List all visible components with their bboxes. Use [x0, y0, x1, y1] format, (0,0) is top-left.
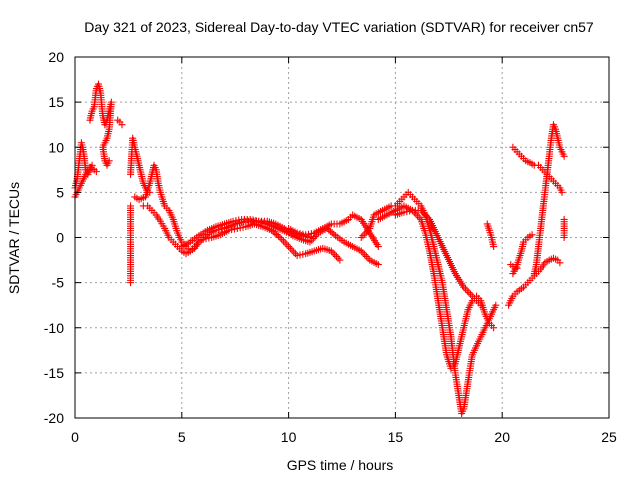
- data-point: [268, 226, 276, 234]
- data-point: [326, 227, 334, 235]
- data-point: [558, 188, 566, 196]
- data-point: [118, 121, 126, 129]
- x-tick-label: 5: [178, 429, 186, 445]
- y-tick-label: -10: [44, 320, 64, 336]
- series-sat-m: [391, 206, 485, 309]
- data-point: [513, 264, 521, 272]
- data-point: [284, 227, 292, 235]
- y-axis-label: SDTVAR / TECUs: [6, 182, 22, 294]
- y-tick-label: 15: [48, 94, 64, 110]
- data-point: [336, 256, 344, 264]
- data-point: [92, 168, 100, 176]
- series-sat-c: [86, 80, 115, 169]
- series-sat-d: [114, 116, 126, 129]
- series-sat-f: [127, 202, 135, 287]
- y-tick-label: 10: [48, 139, 64, 155]
- series-sat-l: [374, 202, 498, 372]
- series-sat-o: [505, 254, 564, 309]
- y-tick-label: 0: [56, 230, 64, 246]
- y-tick-label: -15: [44, 365, 64, 381]
- y-tick-label: -20: [44, 410, 64, 426]
- y-tick-label: 5: [56, 184, 64, 200]
- series-sat-e: [127, 134, 154, 196]
- series-sat-k: [357, 188, 500, 417]
- data-point: [274, 232, 282, 240]
- series-sat-p: [509, 231, 536, 278]
- data-point: [269, 228, 277, 236]
- data-point: [528, 231, 536, 239]
- data-point: [374, 261, 382, 269]
- data-point: [127, 279, 135, 287]
- data-point: [330, 230, 338, 238]
- y-tick-labels: -20 -15 -10 -5 0 5 10 15 20: [44, 49, 64, 426]
- data-point: [556, 259, 564, 267]
- axis-ticks: [74, 56, 610, 419]
- x-tick-label: 15: [388, 429, 404, 445]
- data-point: [490, 324, 498, 332]
- x-axis-label: GPS time / hours: [287, 457, 394, 473]
- x-tick-label: 0: [71, 429, 79, 445]
- data-point: [273, 231, 281, 239]
- series-sat-n: [483, 220, 498, 251]
- y-tick-label: -5: [52, 275, 65, 291]
- x-tick-labels: 0 5 10 15 20 25: [71, 429, 617, 445]
- x-tick-label: 20: [494, 429, 510, 445]
- data-point: [477, 301, 485, 309]
- data-point: [374, 243, 382, 251]
- series-sat-h: [139, 202, 344, 264]
- data-points: [71, 80, 568, 417]
- x-tick-label: 25: [601, 429, 617, 445]
- data-point: [560, 152, 568, 160]
- data-point: [271, 229, 279, 237]
- data-point: [490, 243, 498, 251]
- series-sat-q: [507, 261, 521, 273]
- series-sat-t: [560, 215, 568, 241]
- data-point: [105, 157, 113, 165]
- data-point: [560, 234, 568, 241]
- x-tick-label: 10: [281, 429, 297, 445]
- series-sat-j: [285, 211, 382, 251]
- data-point: [328, 229, 336, 237]
- series-sat-s: [530, 121, 568, 278]
- series-sat-b: [71, 163, 100, 201]
- data-point: [492, 301, 500, 309]
- chart-title: Day 321 of 2023, Sidereal Day-to-day VTE…: [84, 19, 594, 35]
- series-sat-r: [509, 143, 566, 196]
- y-tick-label: 20: [48, 49, 64, 65]
